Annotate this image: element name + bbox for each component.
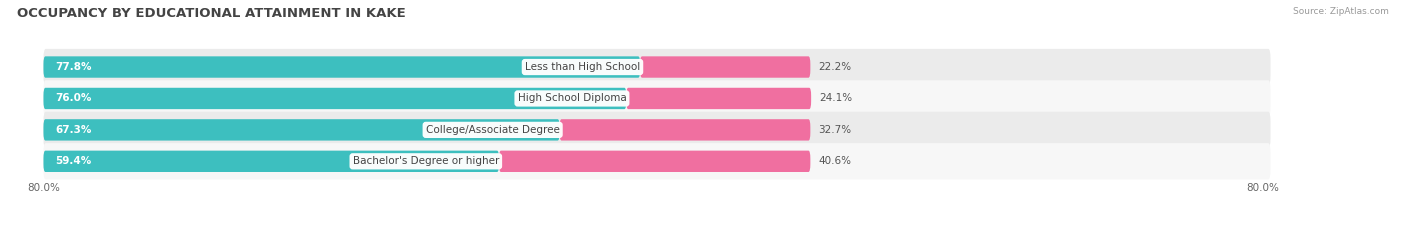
Text: Less than High School: Less than High School [524, 62, 640, 72]
Text: 80.0%: 80.0% [27, 183, 60, 193]
FancyBboxPatch shape [44, 56, 640, 78]
FancyBboxPatch shape [499, 151, 810, 172]
FancyBboxPatch shape [640, 56, 810, 78]
FancyBboxPatch shape [44, 80, 1271, 117]
FancyBboxPatch shape [44, 119, 560, 140]
FancyBboxPatch shape [44, 143, 1271, 179]
Text: 67.3%: 67.3% [55, 125, 91, 135]
Text: College/Associate Degree: College/Associate Degree [426, 125, 560, 135]
Text: 40.6%: 40.6% [818, 156, 851, 166]
FancyBboxPatch shape [44, 49, 1271, 85]
FancyBboxPatch shape [560, 119, 810, 140]
Text: OCCUPANCY BY EDUCATIONAL ATTAINMENT IN KAKE: OCCUPANCY BY EDUCATIONAL ATTAINMENT IN K… [17, 7, 405, 20]
FancyBboxPatch shape [626, 88, 811, 109]
FancyBboxPatch shape [44, 151, 499, 172]
FancyBboxPatch shape [44, 112, 1271, 148]
Text: Source: ZipAtlas.com: Source: ZipAtlas.com [1294, 7, 1389, 16]
Text: 32.7%: 32.7% [818, 125, 851, 135]
Text: 59.4%: 59.4% [55, 156, 91, 166]
Text: 80.0%: 80.0% [1246, 183, 1279, 193]
Text: 77.8%: 77.8% [55, 62, 91, 72]
Text: 76.0%: 76.0% [55, 93, 91, 103]
Text: High School Diploma: High School Diploma [517, 93, 626, 103]
Text: 22.2%: 22.2% [818, 62, 851, 72]
Text: Bachelor's Degree or higher: Bachelor's Degree or higher [353, 156, 499, 166]
Text: 24.1%: 24.1% [818, 93, 852, 103]
FancyBboxPatch shape [44, 88, 626, 109]
